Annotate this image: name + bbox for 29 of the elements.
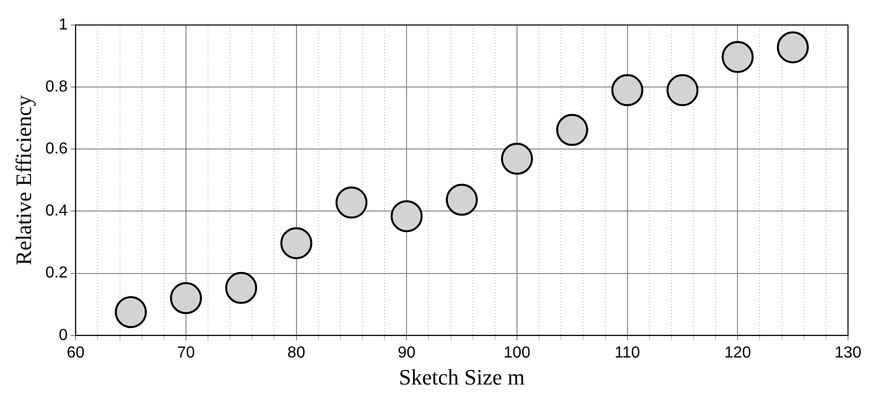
point — [556, 114, 588, 146]
y-tick-label: 0.4 — [45, 202, 68, 220]
point — [666, 74, 698, 106]
point — [390, 200, 423, 232]
y-tick-label: 0.6 — [45, 140, 68, 158]
x-tick-label: 100 — [504, 344, 530, 362]
point — [776, 31, 809, 64]
point — [500, 142, 533, 175]
x-tick-label: 130 — [834, 344, 862, 362]
x-tick-label: 120 — [724, 344, 752, 362]
y-tick-label: 0.8 — [45, 78, 68, 96]
point — [446, 184, 478, 216]
point — [722, 40, 754, 73]
point — [335, 186, 368, 219]
x-tick-label: 110 — [614, 344, 640, 362]
x-tick-label: 60 — [66, 344, 85, 362]
point — [611, 74, 644, 106]
x-axis-title: Sketch Size m — [398, 364, 525, 390]
x-tick-label: 70 — [177, 344, 195, 362]
y-tick-label: 1 — [58, 16, 68, 34]
point — [280, 227, 312, 260]
y-tick-label: 0.2 — [45, 264, 68, 282]
point — [225, 272, 258, 304]
y-tick-label: 0 — [58, 326, 68, 344]
point — [170, 282, 202, 314]
point — [114, 296, 147, 328]
y-axis-title: Relative Efficiency — [10, 95, 36, 266]
x-tick-label: 80 — [287, 344, 306, 362]
x-tick-label: 90 — [398, 344, 416, 362]
